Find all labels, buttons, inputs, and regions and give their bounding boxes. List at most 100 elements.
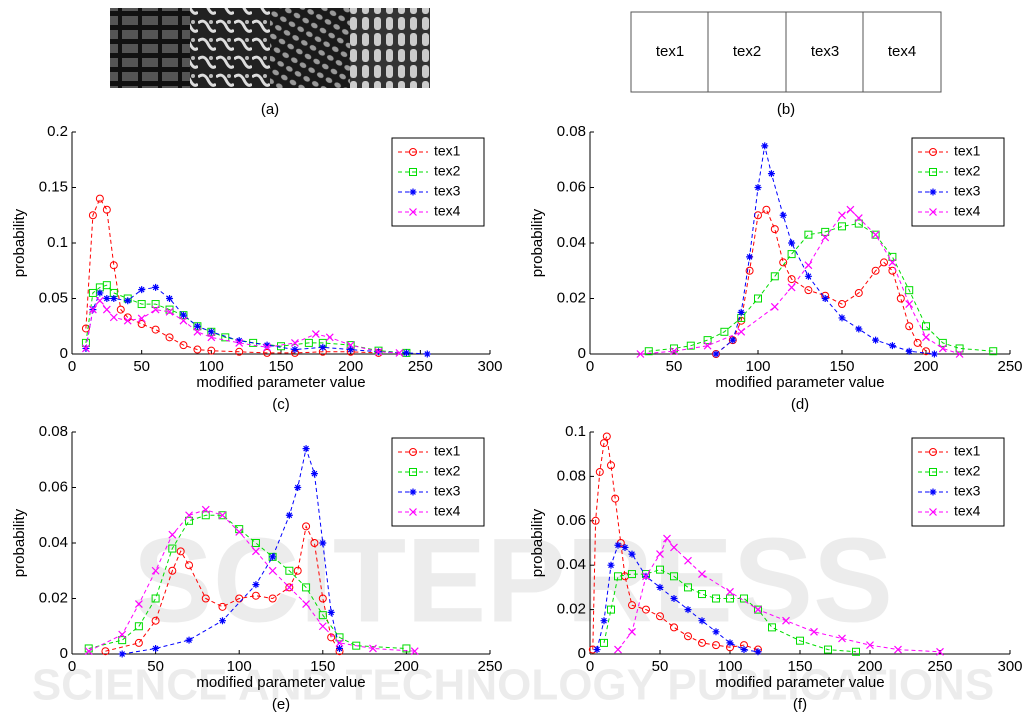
marker <box>96 289 104 297</box>
marker <box>409 468 417 476</box>
x-tick-label: 0 <box>68 658 76 675</box>
marker <box>737 308 745 316</box>
x-tick-label: 0 <box>68 358 76 375</box>
marker <box>737 327 746 336</box>
marker <box>684 606 692 614</box>
marker <box>896 294 905 303</box>
marker <box>277 342 285 351</box>
marker <box>179 341 188 350</box>
marker <box>726 639 734 647</box>
marker <box>740 646 748 654</box>
marker <box>179 316 188 325</box>
marker <box>614 572 622 581</box>
marker <box>767 170 775 178</box>
marker <box>989 347 998 356</box>
legend-label: tex1 <box>954 143 981 159</box>
marker <box>124 297 132 305</box>
x-axis-label: modified parameter value <box>715 374 884 391</box>
legend-label: tex3 <box>954 483 981 499</box>
watermark: SCITEPRESS <box>133 514 893 648</box>
table-cell: tex4 <box>888 43 916 60</box>
marker <box>302 600 311 608</box>
marker <box>656 550 664 559</box>
marker <box>318 594 327 603</box>
caption: (d) <box>791 396 809 413</box>
marker <box>686 341 695 350</box>
x-tick-label: 250 <box>477 658 502 675</box>
marker <box>788 239 796 247</box>
marker <box>102 281 111 290</box>
marker <box>268 566 277 575</box>
marker <box>291 338 299 347</box>
caption: (e) <box>272 696 290 713</box>
marker <box>310 539 319 547</box>
marker <box>310 470 318 478</box>
marker <box>602 432 611 441</box>
marker <box>698 638 706 647</box>
marker <box>193 327 202 336</box>
marker <box>703 341 712 350</box>
marker <box>81 324 90 333</box>
marker <box>729 336 737 344</box>
marker <box>151 594 160 603</box>
y-axis-label: probability <box>11 508 28 577</box>
marker <box>726 594 734 603</box>
marker <box>636 350 645 358</box>
legend-label: tex1 <box>954 443 981 459</box>
legend-label: tex4 <box>954 203 981 219</box>
marker <box>102 305 111 314</box>
marker <box>409 508 417 516</box>
y-tick-label: 0.02 <box>557 289 586 306</box>
marker <box>165 307 174 316</box>
marker <box>938 344 947 353</box>
legend-box <box>391 137 485 227</box>
y-tick-label: 0.15 <box>39 178 68 195</box>
marker <box>151 566 160 575</box>
marker <box>318 622 327 631</box>
x-tick-label: 150 <box>310 658 335 675</box>
marker <box>880 258 888 267</box>
marker <box>409 148 417 156</box>
marker <box>770 302 779 311</box>
marker <box>235 338 244 347</box>
marker <box>185 561 194 570</box>
marker <box>193 322 201 330</box>
caption: (f) <box>793 696 807 713</box>
marker <box>185 511 193 520</box>
series-line <box>603 569 857 653</box>
marker <box>854 214 863 222</box>
y-tick-label: 0.08 <box>557 467 586 484</box>
x-axis-label: modified parameter value <box>196 674 365 691</box>
marker <box>888 342 896 350</box>
marker <box>770 225 779 234</box>
marker <box>628 550 636 558</box>
marker <box>698 617 706 625</box>
marker <box>88 211 97 220</box>
watermark: SCIENCE AND TECHNOLOGY PUBLICATIONS <box>32 661 994 710</box>
marker <box>116 305 125 314</box>
series-line <box>715 208 927 355</box>
marker <box>346 341 355 350</box>
marker <box>137 314 146 323</box>
x-tick-label: 100 <box>745 358 770 375</box>
marker <box>263 348 272 357</box>
marker <box>824 645 832 654</box>
marker <box>922 333 930 342</box>
marker <box>888 258 897 267</box>
marker <box>179 311 187 319</box>
legend-label: tex3 <box>434 183 461 199</box>
marker <box>670 543 678 552</box>
marker <box>600 439 608 448</box>
y-tick-label: 0.1 <box>565 423 586 440</box>
marker <box>263 341 271 349</box>
marker <box>118 636 127 645</box>
marker <box>929 148 937 156</box>
marker <box>905 322 914 331</box>
y-tick-label: 0.08 <box>39 423 68 440</box>
marker <box>838 314 846 322</box>
x-tick-label: 50 <box>133 358 150 375</box>
marker <box>866 641 874 650</box>
marker <box>347 346 355 354</box>
marker <box>218 602 227 611</box>
legend-label: tex1 <box>434 143 461 159</box>
